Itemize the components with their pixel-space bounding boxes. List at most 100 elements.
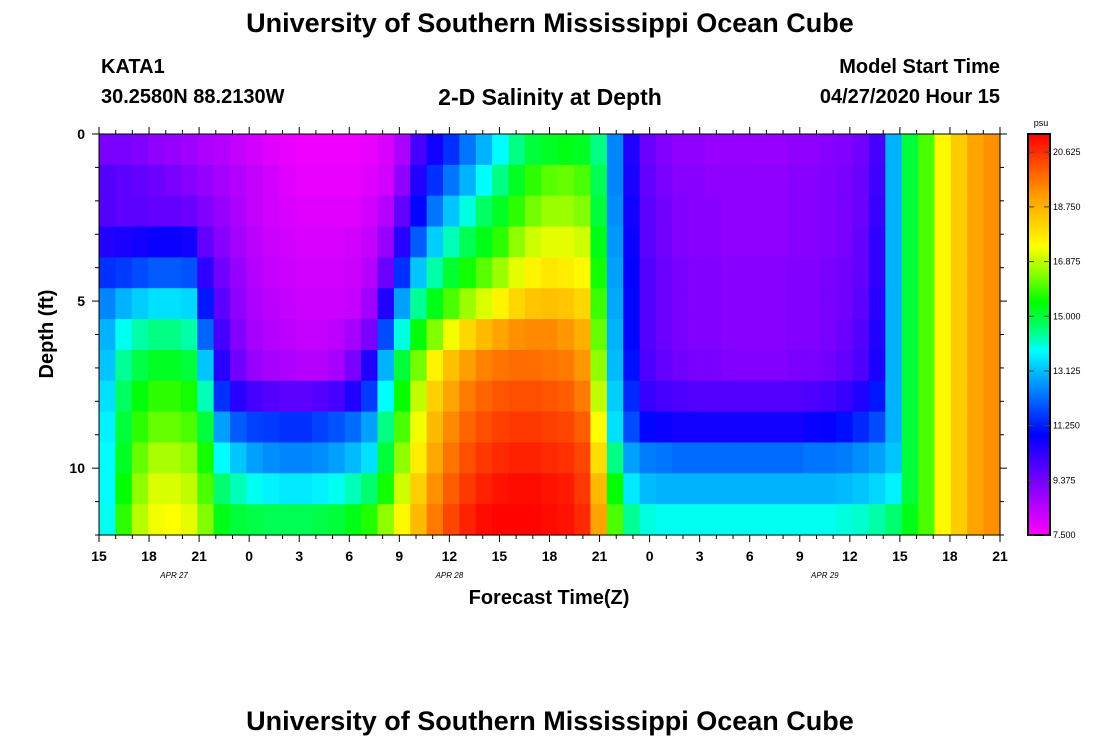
heatmap-cell [901, 134, 919, 166]
heatmap-cell [295, 411, 313, 444]
heatmap-cell [475, 380, 493, 413]
y-tick-label: 0 [77, 126, 85, 142]
heatmap-cell [819, 226, 837, 258]
heatmap-cell [950, 349, 968, 382]
heatmap-cell [524, 349, 542, 382]
heatmap-cell [541, 134, 559, 166]
heatmap-cell [590, 257, 608, 289]
heatmap-cell [197, 134, 215, 166]
heatmap-cell [99, 195, 116, 228]
heatmap-cell [639, 195, 657, 228]
heatmap-cell [213, 411, 231, 444]
heatmap-cell [590, 164, 608, 197]
heatmap-cell [99, 226, 116, 258]
heatmap-cell [377, 504, 395, 536]
heatmap-cell [262, 504, 280, 536]
heatmap-cell [557, 473, 575, 505]
heatmap-cell [606, 504, 624, 536]
day-label: APR 28 [435, 571, 464, 580]
heatmap-cell [99, 164, 116, 197]
x-tick-label: 18 [141, 548, 157, 564]
heatmap-cell [541, 380, 559, 413]
heatmap-cell [688, 442, 706, 474]
heatmap-cell [787, 288, 805, 320]
heatmap-cell [459, 195, 477, 228]
heatmap-cell [524, 164, 542, 197]
heatmap-cell [410, 195, 428, 228]
heatmap-cell [508, 411, 526, 444]
heatmap-cell [787, 226, 805, 258]
heatmap-cell [524, 411, 542, 444]
heatmap-cell [524, 134, 542, 166]
heatmap-cell [819, 257, 837, 289]
heatmap-cell [754, 226, 772, 258]
heatmap-cell [492, 442, 510, 474]
heatmap-cell [901, 195, 919, 228]
heatmap-cell [311, 442, 329, 474]
heatmap-cell [705, 349, 723, 382]
y-axis-title: Depth (ft) [36, 290, 58, 379]
heatmap-cell [164, 411, 182, 444]
day-label: APR 29 [810, 571, 839, 580]
heatmap-cell [475, 164, 493, 197]
heatmap-cell [655, 226, 673, 258]
heatmap-cell [213, 257, 231, 289]
heatmap-cell [328, 442, 346, 474]
heatmap-cell [443, 411, 460, 444]
heatmap-cell [148, 134, 166, 166]
heatmap-cell [721, 411, 739, 444]
heatmap-cell [131, 349, 149, 382]
heatmap-cell [868, 288, 886, 320]
heatmap-cell [819, 164, 837, 197]
heatmap-cell [393, 411, 411, 444]
heatmap-cell [737, 319, 755, 351]
heatmap-cell [393, 349, 411, 382]
heatmap-cell [131, 164, 149, 197]
heatmap-cell [295, 473, 313, 505]
heatmap-cell [131, 134, 149, 166]
heatmap-cell [639, 442, 657, 474]
heatmap-cell [819, 319, 837, 351]
heatmap-cell [770, 473, 788, 505]
heatmap-cell [311, 349, 329, 382]
heatmap-cell [115, 473, 133, 505]
heatmap-cell [230, 195, 248, 228]
heatmap-cell [672, 195, 690, 228]
heatmap-cell [148, 226, 166, 258]
heatmap-cell [967, 473, 985, 505]
heatmap-cell [983, 288, 1001, 320]
heatmap-cell [934, 164, 952, 197]
heatmap-cell [754, 380, 772, 413]
heatmap-cell [983, 257, 1001, 289]
heatmap-cell [410, 164, 428, 197]
heatmap-cell [180, 504, 198, 536]
heatmap-cell [885, 226, 903, 258]
heatmap-cell [737, 380, 755, 413]
heatmap-cell [295, 257, 313, 289]
heatmap-cell [623, 411, 641, 444]
heatmap-cell [443, 195, 460, 228]
heatmap-cell [524, 288, 542, 320]
heatmap-cell [574, 134, 592, 166]
heatmap-cell [443, 257, 460, 289]
x-tick-label: 6 [746, 548, 754, 564]
heatmap-cell [770, 257, 788, 289]
heatmap-cell [377, 473, 395, 505]
heatmap-cell [770, 288, 788, 320]
heatmap-cell [230, 411, 248, 444]
heatmap-cell [393, 257, 411, 289]
heatmap-cell [590, 134, 608, 166]
heatmap-cell [213, 504, 231, 536]
heatmap-cell [180, 442, 198, 474]
heatmap-cell [901, 288, 919, 320]
heatmap-cell [754, 349, 772, 382]
heatmap-cell [606, 226, 624, 258]
heatmap-cell [410, 319, 428, 351]
heatmap-cell [639, 134, 657, 166]
heatmap-cell [836, 442, 854, 474]
heatmap-cell [164, 257, 182, 289]
heatmap-cell [655, 442, 673, 474]
heatmap-cell [279, 288, 297, 320]
heatmap-cell [508, 319, 526, 351]
heatmap-cell [672, 349, 690, 382]
